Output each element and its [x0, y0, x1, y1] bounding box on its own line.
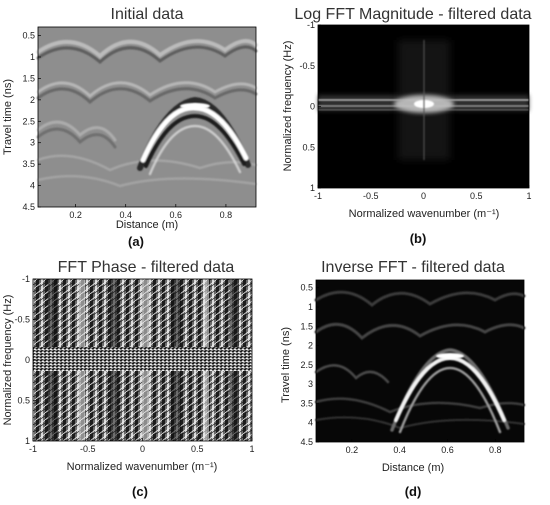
- x-tick-label: 1: [249, 444, 254, 454]
- x-tick-label: -0.5: [363, 191, 379, 201]
- x-tick-label: -1: [314, 191, 322, 201]
- panel-d-ylabel: Travel time (ns): [280, 327, 292, 403]
- y-tick-label: 4.5: [22, 202, 35, 212]
- y-tick-label: 4: [30, 181, 35, 191]
- y-tick-label: 0.5: [22, 31, 35, 41]
- y-tick-label: 2.5: [300, 360, 313, 370]
- panel-b-ylabel: Normalized frequency (Hz): [282, 41, 294, 172]
- panel-a-ticks: 0.2 0.4 0.6 0.8 0.5 1 1.5 2 2.5 3 3.5 4 4.5: [22, 31, 232, 220]
- panel-b-ticks: -1 -0.5 0 0.5 1-1-0.500.51: [299, 20, 531, 201]
- y-tick-label: 1: [25, 436, 30, 446]
- panel-b-title: Log FFT Magnitude - filtered data: [294, 6, 531, 23]
- x-tick-label: 0.2: [346, 445, 359, 455]
- panel-b-image: [318, 25, 529, 188]
- panel-d-image: [314, 280, 526, 442]
- x-tick-label: 0.6: [170, 210, 183, 220]
- y-tick-label: 3.5: [22, 159, 35, 169]
- panel-b: Log FFT Magnitude - filtered data -1 -0.5…: [282, 6, 532, 246]
- panel-a-ylabel: Travel time (ns): [2, 79, 14, 155]
- y-tick-label: 1.5: [300, 321, 313, 331]
- y-tick-label: -0.5: [299, 61, 315, 71]
- y-tick-label: -1: [22, 274, 30, 284]
- x-tick-label: -0.5: [80, 444, 96, 454]
- y-tick-label: 3: [308, 379, 313, 389]
- panel-c-ylabel: Normalized frequency (Hz): [2, 295, 14, 426]
- y-tick-label: 1.5: [22, 73, 35, 83]
- panel-a: Initial data 0.2 0.4 0.6 0.80.511.: [2, 6, 258, 249]
- panel-d-title: Inverse FFT - filtered data: [321, 259, 505, 276]
- panel-c-xlabel: Normalized wavenumber (m⁻¹): [67, 461, 218, 473]
- panel-c-image: [33, 279, 252, 441]
- panel-c-title: FFT Phase - filtered data: [58, 259, 235, 276]
- y-tick-label: -1: [307, 20, 315, 30]
- panel-a-frame: [37, 26, 257, 208]
- y-tick-label: 2: [30, 95, 35, 105]
- y-tick-label: 3.5: [300, 398, 313, 408]
- panel-a-xlabel: Distance (m): [116, 219, 178, 231]
- x-tick-label: 0.8: [489, 445, 502, 455]
- x-tick-label: 0.5: [470, 191, 483, 201]
- panel-c: FFT Phase - filtered data -1 -0.5 0 0.5 1-1-…: [2, 259, 255, 499]
- y-tick-label: 0: [310, 102, 315, 112]
- panel-a-label: (a): [128, 234, 144, 249]
- y-tick-label: 2: [308, 341, 313, 351]
- x-tick-label: 0.5: [191, 444, 204, 454]
- panel-b-label: (b): [410, 231, 427, 246]
- panel-d-frame: [315, 279, 525, 443]
- x-tick-label: 0.4: [119, 210, 132, 220]
- panel-a-image: [36, 27, 258, 207]
- x-tick-label: 1: [526, 191, 531, 201]
- x-tick-label: 0.2: [69, 210, 82, 220]
- y-tick-label: 3: [30, 138, 35, 148]
- panel-a-title: Initial data: [111, 6, 184, 23]
- y-tick-label: 1: [30, 52, 35, 62]
- panel-d: Inverse FFT - filtered data 0.2 0.4 0.6 0.8…: [280, 259, 526, 499]
- y-tick-label: 4: [308, 418, 313, 428]
- y-tick-label: 2.5: [22, 116, 35, 126]
- panel-c-label: (c): [132, 484, 148, 499]
- panel-b-xlabel: Normalized wavenumber (m⁻¹): [349, 208, 500, 220]
- panel-d-ticks: 0.2 0.4 0.6 0.8 0.5 1 1.5 2 2.5 3 3.5 4 4.5: [300, 283, 501, 455]
- y-tick-label: 0: [25, 355, 30, 365]
- x-tick-label: 0.6: [441, 445, 454, 455]
- y-tick-label: 0.5: [17, 396, 30, 406]
- panel-c-ticks: -1 -0.5 0 0.5 1-1-0.500.51: [14, 274, 254, 454]
- x-tick-label: -1: [29, 444, 37, 454]
- y-tick-label: -0.5: [14, 315, 30, 325]
- x-tick-label: 0.4: [393, 445, 406, 455]
- y-tick-label: 1: [310, 183, 315, 193]
- panel-d-xlabel: Distance (m): [382, 462, 444, 474]
- y-tick-label: 0.5: [300, 283, 313, 293]
- panel-d-label: (d): [405, 484, 422, 499]
- y-tick-label: 4.5: [300, 437, 313, 447]
- x-tick-label: 0: [421, 191, 426, 201]
- y-tick-label: 0.5: [302, 142, 315, 152]
- x-tick-label: 0.8: [220, 210, 233, 220]
- x-tick-label: 0: [140, 444, 145, 454]
- y-tick-label: 1: [308, 302, 313, 312]
